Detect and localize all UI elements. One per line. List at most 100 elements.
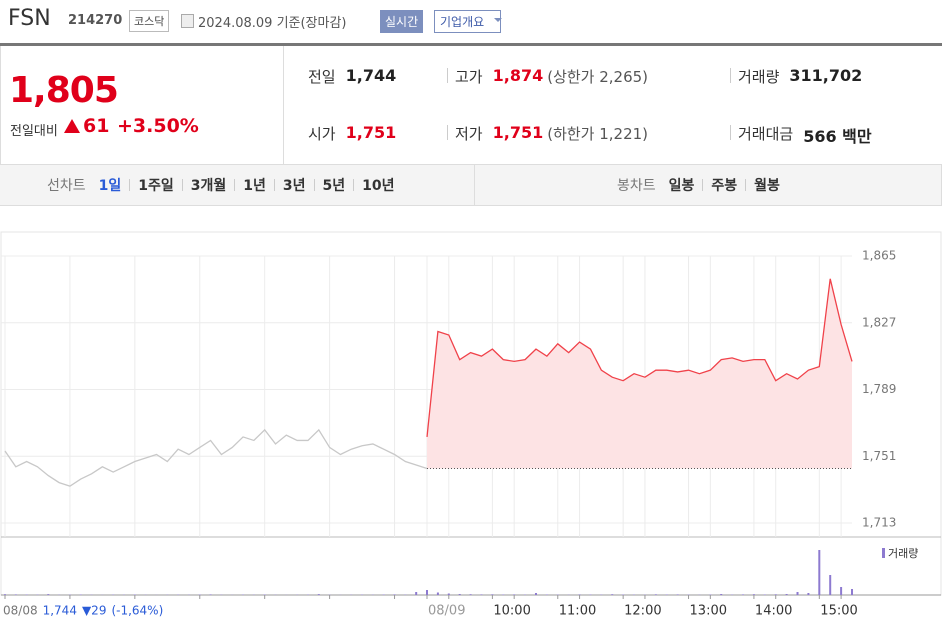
x-tick-label: 14:00 xyxy=(755,604,792,619)
stat-value: 1,751 xyxy=(492,123,544,142)
icon xyxy=(181,14,194,28)
prev-note: ▼29 xyxy=(82,604,107,618)
separator xyxy=(730,125,731,140)
volume-bar xyxy=(491,594,494,595)
tab[interactable]: 월봉 xyxy=(754,178,780,194)
line xyxy=(4,428,428,487)
y-tick-label: 1,713 xyxy=(862,516,896,530)
y-tick-label: 1,827 xyxy=(862,315,896,329)
prev-note: 08/08 xyxy=(3,604,38,618)
separator xyxy=(273,179,275,191)
date: 2024.08.09 기준(장마감) xyxy=(198,16,347,31)
volume-bar xyxy=(676,594,679,595)
company-label: 기업개요 xyxy=(440,15,485,29)
volume-bar xyxy=(818,550,821,595)
stat-label: 거래량 xyxy=(738,68,780,86)
tab[interactable]: 5년 xyxy=(322,178,346,194)
stat-value: 311,702 xyxy=(789,66,863,85)
volume-bar xyxy=(829,575,832,595)
volume-bar xyxy=(502,594,505,595)
tab[interactable]: 1일 xyxy=(98,178,122,194)
rate: +3.50% xyxy=(117,115,199,137)
volume-bar xyxy=(469,594,472,595)
volume-bar xyxy=(480,594,483,595)
volume-bar xyxy=(720,594,723,595)
volume-bar xyxy=(133,594,136,595)
stat-label: 전일 xyxy=(308,68,336,86)
prev-note: (-1,64%) xyxy=(111,604,163,618)
tab[interactable]: 일봉 xyxy=(668,178,695,194)
tab[interactable]: 1주일 xyxy=(138,178,174,194)
separator xyxy=(447,125,448,140)
divider xyxy=(0,43,942,46)
volume-bar xyxy=(763,594,766,595)
stat-value: 566 백만 xyxy=(803,127,872,146)
x-tick-label: 11:00 xyxy=(559,604,596,619)
market: 코스닥 xyxy=(129,10,170,32)
volume-bar xyxy=(752,594,755,595)
volume-bar xyxy=(851,589,853,595)
separator xyxy=(447,68,448,83)
stock-code: 214270 xyxy=(68,13,123,28)
volume-bar xyxy=(47,594,50,595)
tab[interactable]: 주봉 xyxy=(711,178,738,194)
stock-name: FSN xyxy=(8,6,51,31)
stat-value: 1,874 xyxy=(492,66,544,85)
volume-bar xyxy=(317,594,320,595)
volume-bar xyxy=(611,594,614,595)
volume-bar xyxy=(578,594,581,595)
volume-bar xyxy=(436,592,439,595)
y-tick-label: 1,751 xyxy=(862,449,896,463)
separator xyxy=(313,179,315,191)
separator xyxy=(181,179,183,191)
volume-bar xyxy=(807,593,810,595)
change-label: 전일대비 xyxy=(10,124,58,139)
area xyxy=(427,278,852,469)
separator xyxy=(730,68,731,83)
separator xyxy=(745,179,747,191)
change: 61 xyxy=(83,115,110,137)
stat-extra: (하한가 1,221) xyxy=(547,125,649,143)
y-tick-label: 1,789 xyxy=(862,382,896,396)
volume-bar xyxy=(458,594,461,595)
stat-label: 시가 xyxy=(308,125,336,143)
volume-bar xyxy=(785,594,788,595)
current-price: 1,805 xyxy=(9,70,119,111)
x-tick-label: 15:00 xyxy=(820,604,857,619)
stat-label: 고가 xyxy=(455,68,483,86)
volume-bar xyxy=(622,594,625,595)
x-tick-label: 13:00 xyxy=(690,604,727,619)
volume-bar xyxy=(513,594,516,595)
up-arrow xyxy=(64,119,80,133)
volume-bar xyxy=(14,594,17,595)
volume-bar xyxy=(25,594,28,595)
panel-divider xyxy=(283,46,284,165)
x-tick-label: 12:00 xyxy=(624,604,661,619)
stat-label: 거래대금 xyxy=(738,125,794,143)
volume-bar xyxy=(382,594,385,595)
prev-note: 1,744 xyxy=(43,604,77,618)
separator xyxy=(353,179,355,191)
realtime-button[interactable]: 실시간 xyxy=(380,10,424,33)
tab[interactable]: 3년 xyxy=(282,178,306,194)
x-tick-label: 08/09 xyxy=(428,604,465,619)
volume-bar xyxy=(545,594,548,595)
y-tick-label: 1,865 xyxy=(862,249,896,263)
legend-label: 거래량 xyxy=(888,547,918,560)
legend-swatch xyxy=(882,548,885,558)
tab[interactable]: 10년 xyxy=(362,178,395,194)
volume-bar xyxy=(665,594,668,595)
volume-bar xyxy=(654,594,657,595)
stat-extra: (상한가 2,265) xyxy=(547,68,649,86)
tab[interactable]: 3개월 xyxy=(190,178,227,194)
tab[interactable]: 1년 xyxy=(243,178,266,194)
stat-value: 1,751 xyxy=(345,123,397,142)
volume-bar xyxy=(447,593,450,595)
volume-bar xyxy=(426,590,428,595)
volume-bar xyxy=(709,594,712,595)
volume-bar xyxy=(796,592,799,595)
line xyxy=(426,278,853,437)
tab-label: 선차트 xyxy=(47,178,86,194)
